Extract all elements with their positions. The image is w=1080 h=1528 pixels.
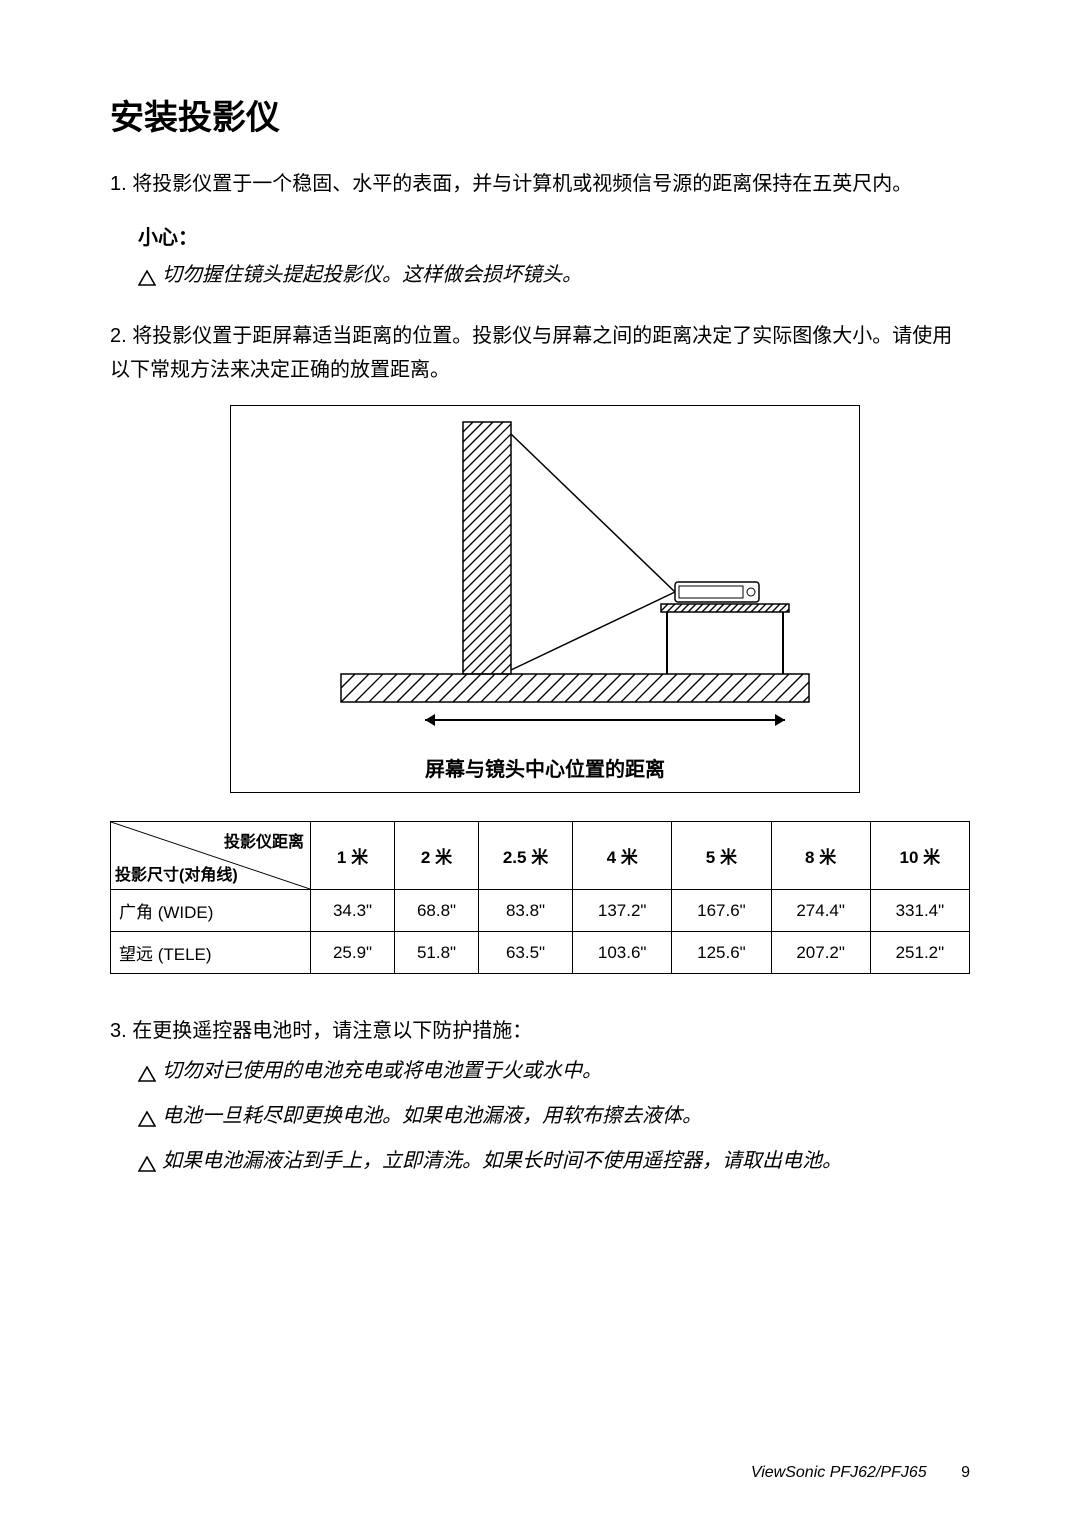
row-label: 广角 (WIDE) xyxy=(111,890,311,932)
table-cell: 25.9" xyxy=(311,932,395,974)
caution-1-text: 切勿握住镜头提起投影仪。这样做会损坏镜头。 xyxy=(162,258,582,292)
step-3-text: 3. 在更换遥控器电池时，请注意以下防护措施： xyxy=(110,1014,970,1048)
distance-diagram: 屏幕与镜头中心位置的距离 xyxy=(230,405,860,793)
col-header: 10 米 xyxy=(870,822,969,890)
table-header-row: 投影仪距离 投影尺寸(对角线) 1 米 2 米 2.5 米 4 米 5 米 8 … xyxy=(111,822,970,890)
corner-top-label: 投影仪距离 xyxy=(224,828,304,852)
diagram-svg xyxy=(245,420,845,740)
table-cell: 274.4" xyxy=(771,890,870,932)
caution-3-2: 电池一旦耗尽即更换电池。如果电池漏液，用软布擦去液体。 xyxy=(138,1099,970,1138)
table-cell: 103.6" xyxy=(573,932,672,974)
row-label: 望远 (TELE) xyxy=(111,932,311,974)
table-cell: 68.8" xyxy=(395,890,479,932)
table-cell: 51.8" xyxy=(395,932,479,974)
step-1-text: 1. 将投影仪置于一个稳固、水平的表面，并与计算机或视频信号源的距离保持在五英尺… xyxy=(110,167,970,201)
step-3-caution-block: 切勿对已使用的电池充电或将电池置于火或水中。 电池一旦耗尽即更换电池。如果电池漏… xyxy=(110,1054,970,1183)
caution-3-3: 如果电池漏液沾到手上，立即清洗。如果长时间不使用遥控器，请取出电池。 xyxy=(138,1144,970,1183)
caution-1: 切勿握住镜头提起投影仪。这样做会损坏镜头。 xyxy=(138,258,970,297)
page-title: 安装投影仪 xyxy=(110,90,970,139)
table-cell: 63.5" xyxy=(479,932,573,974)
col-header: 2.5 米 xyxy=(479,822,573,890)
table-corner-cell: 投影仪距离 投影尺寸(对角线) xyxy=(111,822,311,890)
step-2-text: 2. 将投影仪置于距屏幕适当距离的位置。投影仪与屏幕之间的距离决定了实际图像大小… xyxy=(110,319,970,387)
footer-page-number: 9 xyxy=(961,1464,970,1481)
table-cell: 251.2" xyxy=(870,932,969,974)
table-row: 望远 (TELE) 25.9" 51.8" 63.5" 103.6" 125.6… xyxy=(111,932,970,974)
col-header: 5 米 xyxy=(672,822,771,890)
warning-icon xyxy=(138,263,156,297)
warning-icon xyxy=(138,1104,156,1138)
distance-table: 投影仪距离 投影尺寸(对角线) 1 米 2 米 2.5 米 4 米 5 米 8 … xyxy=(110,821,970,974)
col-header: 2 米 xyxy=(395,822,479,890)
table-cell: 125.6" xyxy=(672,932,771,974)
table-cell: 207.2" xyxy=(771,932,870,974)
table-row: 广角 (WIDE) 34.3" 68.8" 83.8" 137.2" 167.6… xyxy=(111,890,970,932)
warning-icon xyxy=(138,1059,156,1093)
caution-3-1: 切勿对已使用的电池充电或将电池置于火或水中。 xyxy=(138,1054,970,1093)
table-cell: 167.6" xyxy=(672,890,771,932)
table-cell: 34.3" xyxy=(311,890,395,932)
footer-model: ViewSonic PFJ62/PFJ65 xyxy=(751,1464,927,1481)
col-header: 4 米 xyxy=(573,822,672,890)
step-1-caution-block: 小心： 切勿握住镜头提起投影仪。这样做会损坏镜头。 xyxy=(110,221,970,297)
table-cell: 331.4" xyxy=(870,890,969,932)
caution-label: 小心： xyxy=(138,221,970,250)
col-header: 8 米 xyxy=(771,822,870,890)
table-cell: 83.8" xyxy=(479,890,573,932)
corner-bot-label: 投影尺寸(对角线) xyxy=(115,861,238,885)
caution-3-1-text: 切勿对已使用的电池充电或将电池置于火或水中。 xyxy=(162,1054,602,1088)
col-header: 1 米 xyxy=(311,822,395,890)
warning-icon xyxy=(138,1149,156,1183)
caution-3-2-text: 电池一旦耗尽即更换电池。如果电池漏液，用软布擦去液体。 xyxy=(162,1099,702,1133)
caution-3-3-text: 如果电池漏液沾到手上，立即清洗。如果长时间不使用遥控器，请取出电池。 xyxy=(162,1144,842,1178)
page-footer: ViewSonic PFJ62/PFJ65 9 xyxy=(751,1464,970,1482)
diagram-caption: 屏幕与镜头中心位置的距离 xyxy=(245,753,845,782)
table-cell: 137.2" xyxy=(573,890,672,932)
